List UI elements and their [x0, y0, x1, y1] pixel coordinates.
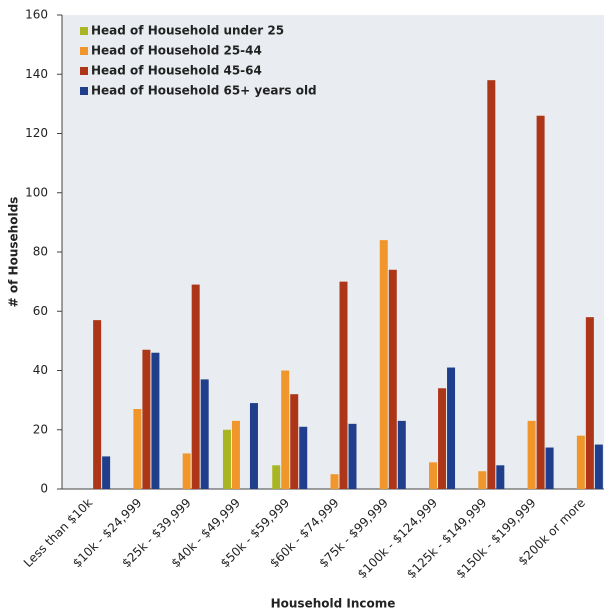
- bar: [339, 281, 348, 489]
- bar: [102, 456, 111, 489]
- legend-label: Head of Household 65+ years old: [91, 84, 317, 98]
- bar: [576, 435, 585, 489]
- y-tick-label: 140: [25, 67, 48, 81]
- bar: [281, 370, 290, 489]
- bar: [478, 471, 487, 489]
- legend-swatch: [80, 27, 88, 35]
- bar: [151, 352, 160, 489]
- bar: [299, 426, 308, 489]
- bar: [447, 367, 456, 489]
- bar: [545, 447, 554, 489]
- bar: [200, 379, 209, 489]
- bar: [429, 462, 438, 489]
- y-tick-label: 40: [33, 363, 48, 377]
- bar: [348, 423, 357, 489]
- x-axis-title: Household Income: [271, 597, 396, 611]
- legend-swatch: [80, 87, 88, 95]
- legend-swatch: [80, 67, 88, 75]
- bar: [133, 409, 142, 489]
- y-axis-title: # of Households: [7, 197, 21, 308]
- bar: [388, 269, 397, 489]
- bar: [93, 320, 102, 489]
- bar: [496, 465, 505, 489]
- bar: [438, 388, 447, 489]
- bar: [397, 420, 406, 489]
- y-tick-label: 80: [33, 245, 48, 259]
- bar: [222, 429, 231, 489]
- bar: [249, 403, 258, 489]
- legend-label: Head of Household 25-44: [91, 44, 262, 58]
- y-tick-label: 20: [33, 422, 48, 436]
- legend-label: Head of Household 45-64: [91, 64, 262, 78]
- y-tick-label: 120: [25, 126, 48, 140]
- y-tick-label: 60: [33, 304, 48, 318]
- y-tick-label: 160: [25, 8, 48, 22]
- bar: [536, 115, 545, 489]
- bar: [191, 284, 200, 489]
- bar: [182, 453, 191, 489]
- bar: [142, 349, 151, 489]
- bar: [594, 444, 603, 489]
- bar: [272, 465, 281, 489]
- bar: [487, 80, 496, 490]
- legend-swatch: [80, 47, 88, 55]
- legend-label: Head of Household under 25: [91, 24, 284, 38]
- bar: [231, 420, 240, 489]
- bar: [290, 394, 299, 489]
- bar: [585, 317, 594, 489]
- bar: [330, 474, 339, 489]
- y-tick-label: 0: [40, 482, 48, 496]
- y-tick-label: 100: [25, 185, 48, 199]
- bar: [379, 240, 388, 489]
- bar: [527, 420, 536, 489]
